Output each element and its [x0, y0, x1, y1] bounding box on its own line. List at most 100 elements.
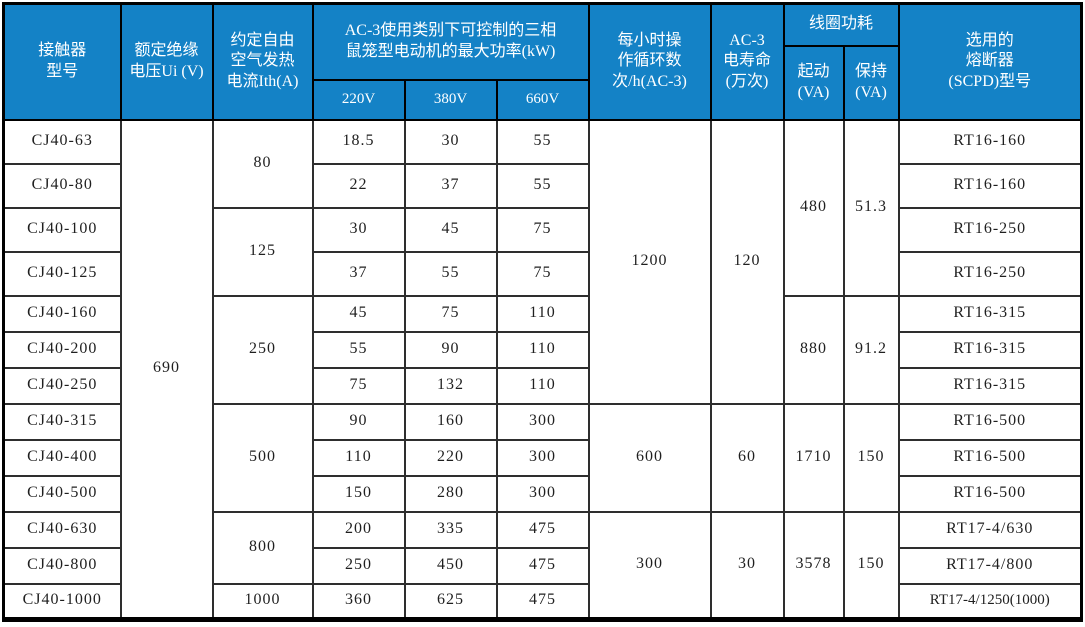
model-cell: CJ40-63: [2, 118, 122, 165]
header-660v: 660V: [495, 78, 590, 121]
table-body: CJ40-63 690 80 18.5 30 55 1200 120 480 5…: [2, 118, 1083, 621]
header-ac3-max-power-group: AC-3使用类别下可控制的三相 鼠笼型电动机的最大功率(kW): [311, 2, 590, 81]
header-row-1: 接触器 型号 额定绝缘 电压Ui (V) 约定自由 空气发热 电流Ith(A) …: [2, 2, 1083, 121]
header-380v: 380V: [403, 78, 498, 121]
header-operating-cycles: 每小时操 作循环数 次/h(AC-3): [587, 2, 712, 121]
ith-group-cell: 250: [211, 294, 314, 405]
cycles-group-cell: 600: [587, 402, 712, 513]
kw-380v-cell: 30: [403, 118, 498, 165]
kw-660v-cell: 55: [495, 162, 590, 209]
model-cell: CJ40-800: [2, 546, 122, 585]
kw-220v-cell: 110: [311, 438, 406, 477]
table-row: CJ40-630 800 200 335 475 300 30 3578 150…: [2, 510, 1083, 621]
model-cell: CJ40-630: [2, 510, 122, 549]
kw-220v-cell: 45: [311, 294, 406, 333]
kw-380v-cell: 335: [403, 510, 498, 549]
fuse-cell: RT17-4/1250(1000): [897, 582, 1083, 621]
kw-220v-cell: 200: [311, 510, 406, 549]
kw-660v-cell: 300: [495, 402, 590, 441]
header-rated-insulation-voltage: 额定绝缘 电压Ui (V): [119, 2, 214, 121]
kw-660v-cell: 300: [495, 438, 590, 477]
fuse-cell: RT16-500: [897, 474, 1083, 513]
kw-660v-cell: 475: [495, 510, 590, 549]
ith-group-cell: 125: [211, 206, 314, 297]
table-row: CJ40-400 110 220 300 RT16-500: [2, 438, 1083, 477]
model-cell: CJ40-400: [2, 438, 122, 477]
kw-380v-cell: 280: [403, 474, 498, 513]
cycles-group-cell: 300: [587, 510, 712, 621]
kw-660v-cell: 110: [495, 294, 590, 333]
coil-start-cell: 1710: [782, 402, 845, 513]
coil-hold-cell: 150: [842, 510, 900, 621]
ith-group-cell: 1000: [211, 582, 314, 621]
kw-220v-cell: 75: [311, 366, 406, 405]
table-row: CJ40-800 250 450 475 RT17-4/800: [2, 546, 1083, 585]
fuse-cell: RT16-250: [897, 206, 1083, 253]
kw-220v-cell: 360: [311, 582, 406, 621]
fuse-cell: RT16-160: [897, 118, 1083, 165]
header-coil-start: 起动 (VA): [782, 44, 845, 121]
kw-380v-cell: 132: [403, 366, 498, 405]
model-cell: CJ40-160: [2, 294, 122, 333]
table-row: CJ40-500 150 280 300 RT16-500: [2, 474, 1083, 513]
model-cell: CJ40-500: [2, 474, 122, 513]
kw-660v-cell: 75: [495, 206, 590, 253]
kw-380v-cell: 75: [403, 294, 498, 333]
kw-380v-cell: 450: [403, 546, 498, 585]
header-coil-consumption-group: 线圈功耗: [782, 2, 900, 47]
table-row: CJ40-100 125 30 45 75 RT16-250: [2, 206, 1083, 297]
ith-group-cell: 500: [211, 402, 314, 513]
kw-220v-cell: 250: [311, 546, 406, 585]
header-fuse-type: 选用的 熔断器 (SCPD)型号: [897, 2, 1083, 121]
kw-220v-cell: 22: [311, 162, 406, 209]
cycles-group-cell: 1200: [587, 118, 712, 405]
model-cell: CJ40-100: [2, 206, 122, 253]
kw-380v-cell: 45: [403, 206, 498, 253]
life-group-cell: 60: [709, 402, 785, 513]
life-group-cell: 120: [709, 118, 785, 405]
kw-380v-cell: 37: [403, 162, 498, 209]
table-row: CJ40-315 500 90 160 300 600 60 1710 150 …: [2, 402, 1083, 513]
kw-380v-cell: 220: [403, 438, 498, 477]
table-row: CJ40-160 250 45 75 110 880 91.2 RT16-315: [2, 294, 1083, 405]
life-group-cell: 30: [709, 510, 785, 621]
table-row: CJ40-250 75 132 110 RT16-315: [2, 366, 1083, 405]
coil-start-cell: 3578: [782, 510, 845, 621]
kw-660v-cell: 300: [495, 474, 590, 513]
coil-start-cell: 480: [782, 118, 845, 297]
kw-380v-cell: 55: [403, 250, 498, 297]
kw-220v-cell: 90: [311, 402, 406, 441]
ith-group-cell: 80: [211, 118, 314, 209]
table-row: CJ40-1000 1000 360 625 475 RT17-4/1250(1…: [2, 582, 1083, 621]
fuse-cell: RT16-250: [897, 250, 1083, 297]
header-coil-hold: 保持 (VA): [842, 44, 900, 121]
kw-660v-cell: 475: [495, 582, 590, 621]
kw-380v-cell: 160: [403, 402, 498, 441]
kw-220v-cell: 150: [311, 474, 406, 513]
table-row: CJ40-63 690 80 18.5 30 55 1200 120 480 5…: [2, 118, 1083, 621]
fuse-cell: RT17-4/800: [897, 546, 1083, 585]
kw-660v-cell: 110: [495, 366, 590, 405]
model-cell: CJ40-315: [2, 402, 122, 441]
header-row-3: 220V 380V 660V: [4, 78, 1082, 121]
fuse-cell: RT16-315: [897, 294, 1083, 333]
coil-hold-cell: 91.2: [842, 294, 900, 405]
kw-660v-cell: 75: [495, 250, 590, 297]
voltage-cell: 690: [119, 118, 214, 621]
header-row-2: 起动 (VA) 保持 (VA): [4, 44, 1082, 121]
fuse-cell: RT16-500: [897, 438, 1083, 477]
coil-hold-cell: 150: [842, 402, 900, 513]
header-220v: 220V: [311, 78, 406, 121]
model-cell: CJ40-200: [2, 330, 122, 369]
kw-220v-cell: 30: [311, 206, 406, 253]
model-cell: CJ40-250: [2, 366, 122, 405]
kw-660v-cell: 110: [495, 330, 590, 369]
coil-start-cell: 880: [782, 294, 845, 405]
coil-hold-cell: 51.3: [842, 118, 900, 297]
fuse-cell: RT16-160: [897, 162, 1083, 209]
table-row: CJ40-200 55 90 110 RT16-315: [2, 330, 1083, 369]
table-row: CJ40-80 22 37 55 RT16-160: [2, 162, 1083, 209]
header-contactor-model: 接触器 型号: [2, 2, 122, 121]
